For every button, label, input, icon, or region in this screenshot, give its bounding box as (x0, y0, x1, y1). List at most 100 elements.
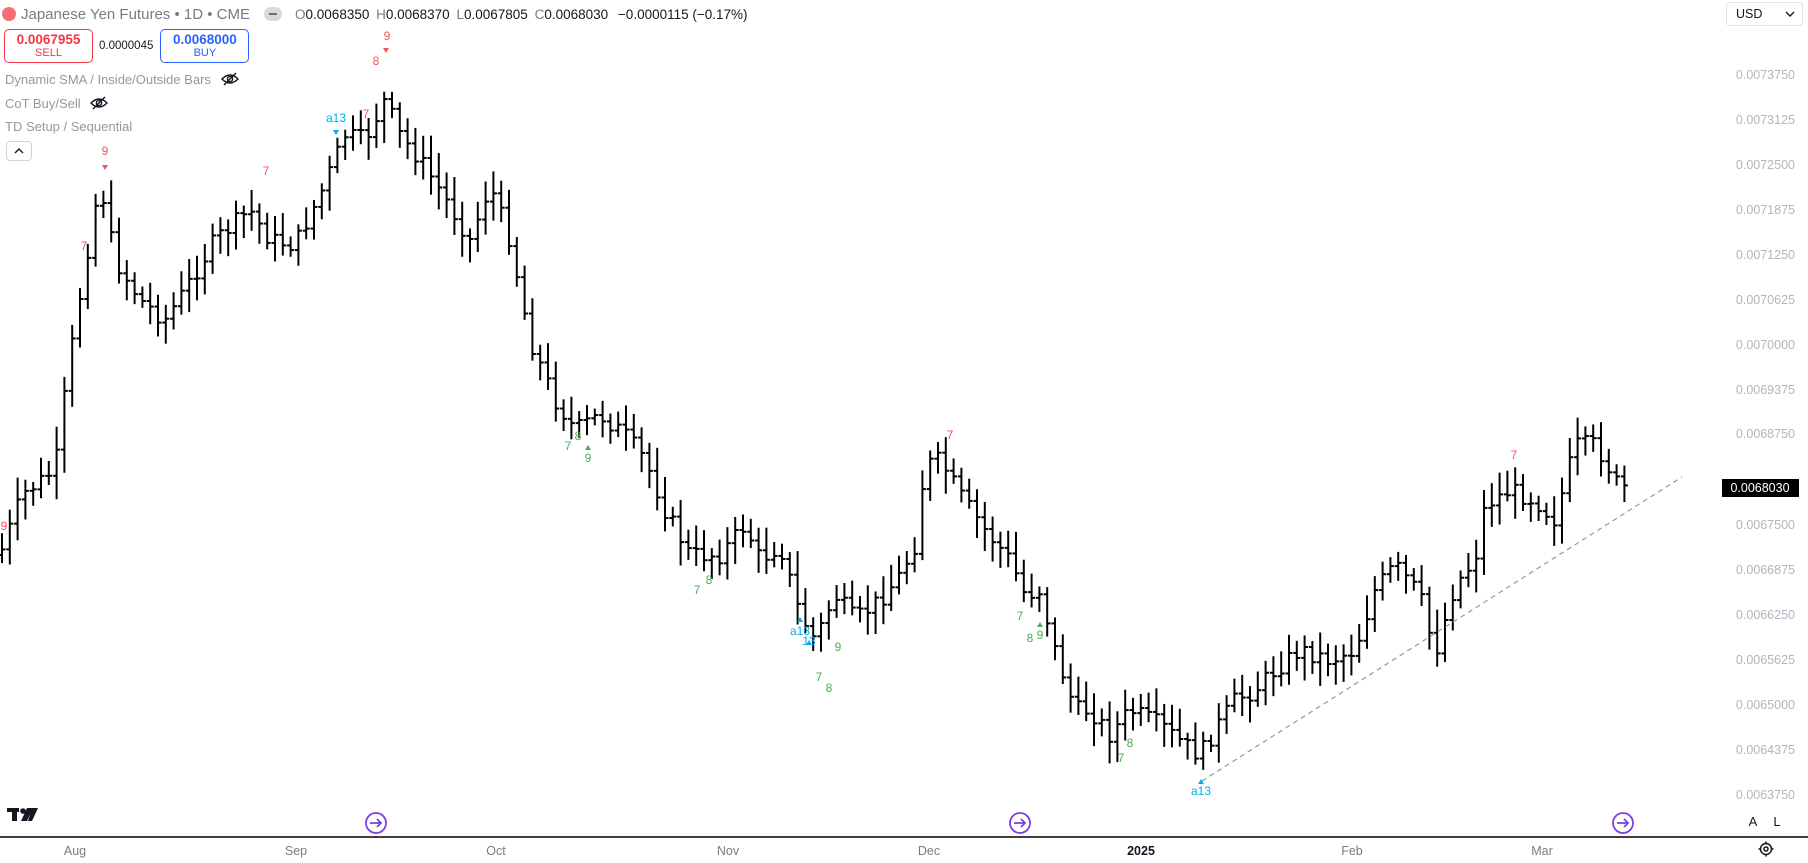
ohlc-bar (1269, 656, 1277, 697)
tradingview-logo-icon[interactable] (7, 804, 39, 824)
event-marker-icon[interactable] (1612, 812, 1634, 834)
collapse-studies-button[interactable] (6, 141, 32, 161)
study-legend-cot[interactable]: CoT Buy/Sell (5, 95, 109, 111)
ohlc-bar (1386, 557, 1394, 583)
triangle-down-icon (102, 165, 108, 170)
ohlc-bar (162, 304, 170, 344)
ohlc-bar (1207, 734, 1215, 753)
currency-select[interactable]: USD (1726, 2, 1803, 26)
ohlc-bar (1581, 426, 1589, 456)
time-tick-label: Feb (1341, 844, 1363, 858)
settings-gear-icon[interactable] (1758, 841, 1774, 857)
ohlc-bar (99, 190, 107, 219)
ohlc-bar (661, 477, 669, 532)
price-tick-label: 0.0066875 (1736, 563, 1795, 577)
ohlc-bar (107, 180, 115, 243)
ohlc-bar (1137, 693, 1145, 726)
ohlc-bar (1308, 640, 1316, 674)
ohlc-bar (1230, 678, 1238, 713)
td-count-label: 9 (1, 519, 8, 533)
last-price-label: 0.0068030 (1722, 479, 1799, 497)
ohlc-bar (614, 411, 622, 438)
eye-hidden-icon[interactable] (220, 71, 240, 87)
ohlc-bar (271, 216, 279, 262)
ohlc-bar (146, 282, 154, 325)
ohlc-bar (84, 243, 92, 310)
ohlc-bar (21, 479, 29, 520)
ohlc-bar (349, 115, 357, 151)
ohlc-bar (989, 516, 997, 562)
ohlc-bar (201, 243, 209, 295)
interval-label[interactable]: 1D (183, 5, 204, 23)
ohlc-bar (895, 555, 903, 595)
ohlc-bar (1410, 568, 1418, 591)
log-scale-button[interactable]: L (1773, 814, 1781, 829)
ohlc-bar (1293, 640, 1301, 671)
ohlc-bar (778, 543, 786, 570)
close-label: C (534, 6, 545, 22)
trend-line[interactable] (1201, 476, 1683, 782)
ohlc-bar (45, 461, 53, 486)
minus-icon (269, 13, 278, 15)
ohlc-bar (1558, 477, 1566, 544)
study-legend-sma[interactable]: Dynamic SMA / Inside/Outside Bars (5, 71, 240, 87)
ohlc-bar (684, 529, 692, 560)
ohlc-bar (1503, 470, 1511, 502)
ohlc-bar (419, 135, 427, 180)
ohlc-bar (1457, 570, 1465, 609)
buy-price: 0.0068000 (172, 31, 237, 47)
ohlc-bar (528, 298, 536, 361)
ohlc-bar (1223, 695, 1231, 734)
ohlc-bar (497, 180, 505, 223)
ohlc-bar (1425, 586, 1433, 650)
td-count-label: 9 (835, 640, 842, 654)
exchange-label: CME (216, 5, 251, 23)
ohlc-bar (1059, 634, 1067, 684)
ohlc-bar (942, 437, 950, 494)
event-marker-icon[interactable] (365, 812, 387, 834)
ohlc-bar (1488, 483, 1496, 527)
ohlc-bar (1394, 551, 1402, 581)
symbol-legend: Japanese Yen Futures • 1D • CME O0.00683… (2, 4, 748, 24)
ohlc-bar (903, 551, 911, 585)
td-count-label: 9 (1037, 628, 1044, 642)
ohlc-bar (1324, 643, 1332, 677)
trade-panel: 0.0067955 SELL 0.0000045 0.0068000 BUY (4, 29, 250, 63)
price-tick-label: 0.0073750 (1736, 68, 1795, 82)
td-count-label: 7 (1511, 448, 1518, 462)
ohlc-bar (708, 548, 716, 579)
market-status-icon (2, 7, 16, 21)
ohlc-bar (1301, 635, 1309, 681)
buy-button[interactable]: 0.0068000 BUY (160, 29, 250, 63)
price-tick-label: 0.0073125 (1736, 113, 1795, 127)
ohlc-bar (372, 103, 380, 148)
triangle-up-icon (585, 445, 591, 450)
ohlc-bar (1519, 474, 1527, 511)
auto-scale-button[interactable]: A (1748, 814, 1758, 829)
ohlc-bar (1012, 531, 1020, 582)
chevron-up-icon (14, 148, 24, 154)
ohlc-bar (817, 612, 825, 652)
ohlc-bar (1527, 492, 1535, 522)
symbol-title[interactable]: Japanese Yen Futures (21, 5, 171, 23)
sell-button[interactable]: 0.0067955 SELL (4, 29, 93, 63)
time-tick-label: Mar (1531, 844, 1553, 858)
ohlc-bar (1433, 609, 1441, 667)
ohlc-bar (1098, 708, 1106, 737)
price-tick-label: 0.0065000 (1736, 698, 1795, 712)
ohlc-bar (591, 408, 599, 426)
collapse-legend-button[interactable] (264, 7, 283, 21)
ohlc-bar (115, 217, 123, 284)
ohlc-bar (1262, 660, 1270, 706)
price-tick-label: 0.0070000 (1736, 338, 1795, 352)
ohlc-bar (1191, 722, 1199, 765)
event-marker-icon[interactable] (1009, 812, 1031, 834)
ohlc-bar (677, 500, 685, 566)
study-legend-td[interactable]: TD Setup / Sequential (5, 119, 132, 134)
ohlc-bar (957, 467, 965, 503)
ohlc-bar (1441, 602, 1449, 663)
ohlc-bar (950, 458, 958, 484)
eye-hidden-icon[interactable] (89, 95, 109, 111)
ohlc-bar (981, 501, 989, 552)
